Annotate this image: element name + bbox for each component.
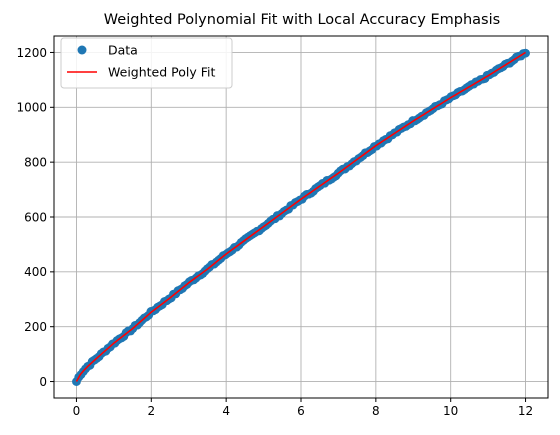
x-axis-ticks: 0 2 4 6 8 10 12 (73, 398, 533, 418)
weighted-poly-fit-line (75, 51, 526, 382)
legend-label-fit: Weighted Poly Fit (108, 65, 215, 80)
x-tick-label: 6 (297, 404, 305, 418)
y-tick-label: 800 (24, 155, 47, 169)
y-tick-label: 600 (24, 210, 47, 224)
legend: Data Weighted Poly Fit (60, 37, 233, 89)
x-tick-label: 2 (147, 404, 155, 418)
legend-label-data: Data (108, 43, 138, 58)
y-tick-label: 1000 (16, 101, 47, 115)
y-tick-label: 1200 (16, 46, 47, 60)
x-tick-label: 10 (443, 404, 458, 418)
legend-box (60, 37, 233, 89)
x-tick-label: 12 (518, 404, 533, 418)
x-tick-label: 4 (222, 404, 230, 418)
legend-marker-data (77, 45, 87, 55)
y-tick-label: 200 (24, 320, 47, 334)
x-tick-label: 0 (73, 404, 81, 418)
y-tick-label: 400 (24, 265, 47, 279)
fit-line-group (75, 51, 526, 382)
chart-title: Weighted Polynomial Fit with Local Accur… (104, 12, 500, 28)
y-tick-label: 0 (39, 375, 47, 389)
x-tick-label: 8 (372, 404, 380, 418)
y-axis-ticks: 0 200 400 600 800 1000 1200 (16, 46, 54, 389)
